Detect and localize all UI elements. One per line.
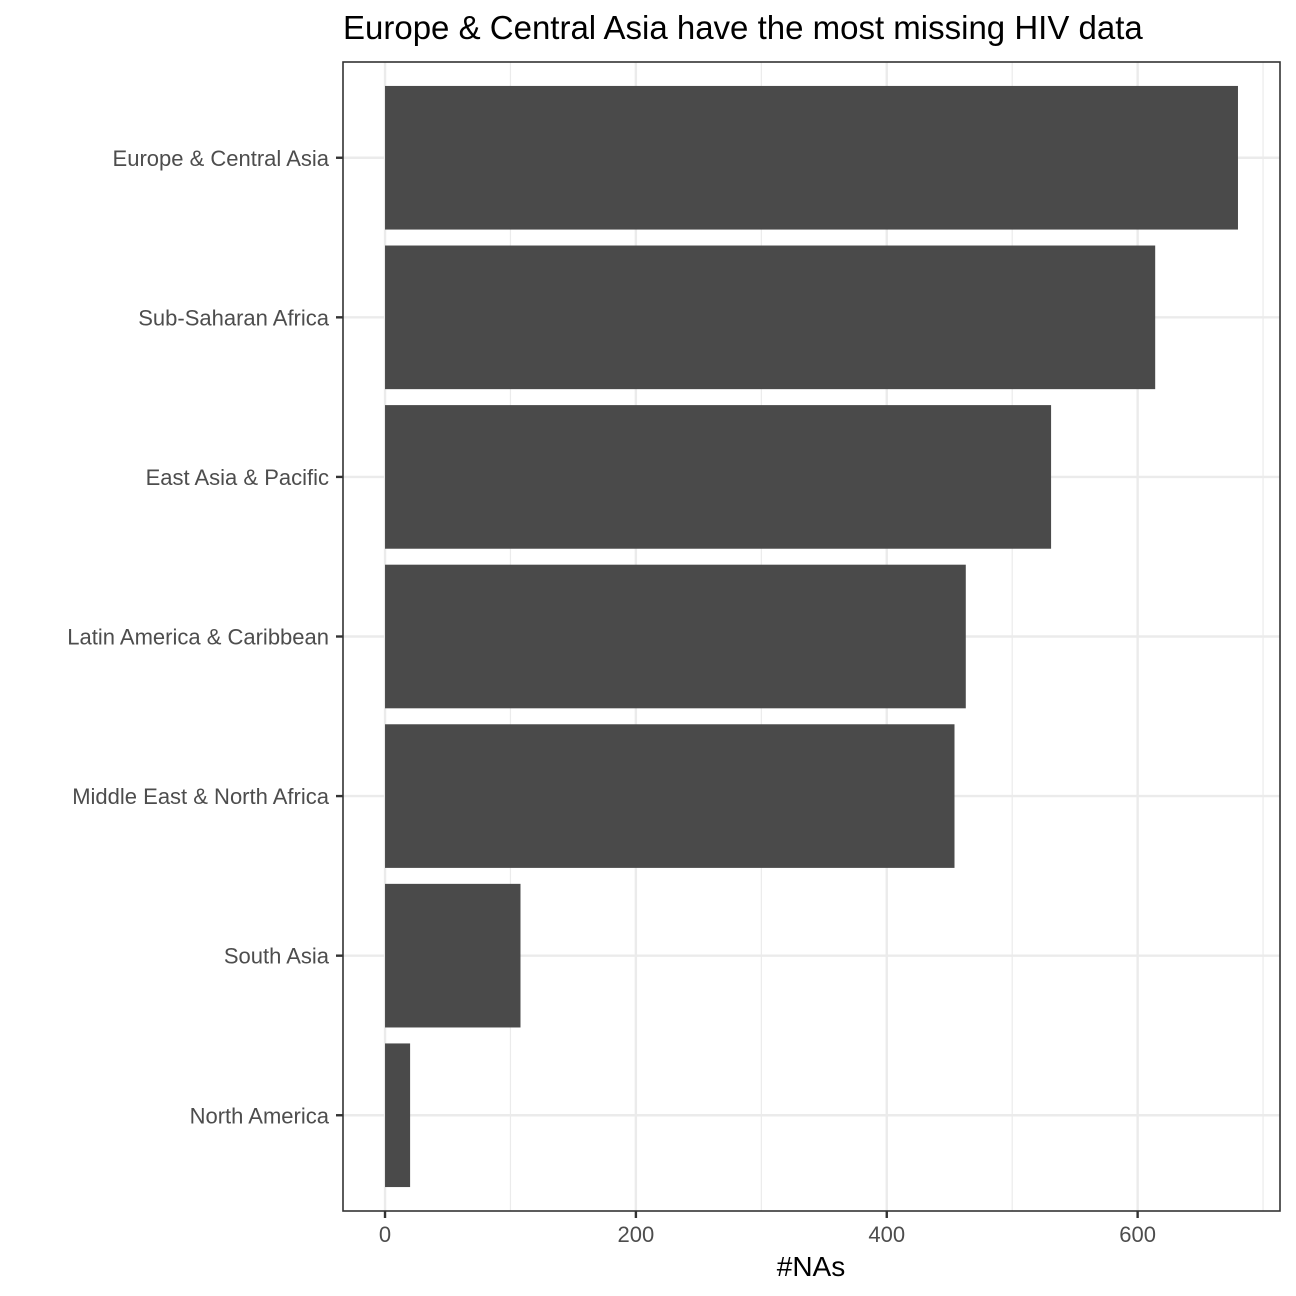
bars — [385, 85, 1238, 1188]
bar — [385, 405, 1052, 549]
bar — [385, 564, 966, 709]
y-tick-label: North America — [190, 1103, 330, 1128]
x-axis: 0 200 400 600 — [379, 1211, 1156, 1247]
y-tick-label: South Asia — [224, 944, 330, 969]
bar — [385, 1043, 411, 1188]
y-tick-label: Europe & Central Asia — [113, 146, 330, 171]
bar — [385, 245, 1156, 390]
bar — [385, 724, 955, 868]
x-tick-label: 200 — [618, 1222, 655, 1247]
x-tick-label: 0 — [379, 1222, 391, 1247]
bar — [385, 883, 521, 1028]
y-tick-label: Latin America & Caribbean — [67, 625, 329, 650]
x-tick-label: 400 — [868, 1222, 905, 1247]
x-axis-title: #NAs — [777, 1251, 845, 1282]
x-tick-label: 600 — [1119, 1222, 1156, 1247]
bar — [385, 85, 1238, 230]
y-axis: Europe & Central Asia Sub-Saharan Africa E… — [67, 146, 343, 1128]
y-tick-label: Middle East & North Africa — [72, 784, 330, 809]
y-tick-label: East Asia & Pacific — [146, 465, 329, 490]
y-tick-label: Sub-Saharan Africa — [138, 305, 330, 330]
chart-title: Europe & Central Asia have the most miss… — [343, 9, 1143, 46]
